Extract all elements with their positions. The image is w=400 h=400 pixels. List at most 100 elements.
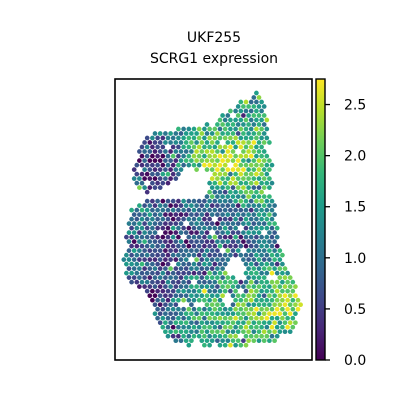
spot [152,239,158,244]
spot [248,333,254,339]
spot [163,176,168,181]
spot [269,198,275,204]
spot [225,194,231,199]
spot [215,203,220,208]
spot [261,239,267,244]
spot [285,315,290,321]
spot [150,153,155,159]
spot [230,176,236,181]
spot [178,239,184,244]
spot [280,270,285,276]
spot [165,162,171,168]
spot [160,234,166,240]
spot [139,279,145,285]
spot [137,221,142,226]
spot [217,162,223,168]
spot [160,180,166,186]
spot [155,180,160,186]
spot [256,212,262,217]
spot [191,306,197,312]
spot [274,297,280,303]
spot [230,329,236,335]
spot [134,225,140,231]
spot [207,288,212,294]
spot [139,144,145,150]
spot [139,216,145,222]
spot [243,261,249,267]
spot [202,297,207,303]
spot [254,135,259,141]
spot [199,149,205,154]
spot [199,293,205,299]
spot [196,225,202,231]
spot [144,261,150,267]
spot [225,113,231,118]
spot [228,117,233,123]
spot [256,140,262,145]
spot [222,225,228,231]
spot [243,297,249,303]
spot [160,207,166,213]
spot [222,162,228,168]
spot [248,279,254,285]
spot [142,257,147,262]
spot [272,320,277,326]
spot [267,311,272,317]
spot [191,315,197,321]
spot [155,207,160,213]
spot [209,149,215,154]
spot [241,230,246,235]
spot [256,311,262,317]
spot [209,239,215,244]
spot [157,185,163,190]
spot [217,288,223,294]
spot [269,288,275,294]
spot [209,221,215,226]
spot [157,248,163,253]
spot [199,239,205,244]
spot [147,167,153,172]
spot [246,266,251,271]
spot [267,212,272,217]
spot [272,230,277,235]
spot [269,216,275,222]
spot [176,162,181,168]
spot [280,252,285,258]
spot [220,122,225,127]
spot [199,158,205,163]
spot [168,140,173,145]
spot [173,338,179,344]
spot [204,257,210,262]
spot [274,225,280,231]
spot [176,270,181,276]
spot [163,266,168,271]
spot [215,338,220,344]
spot [196,297,202,303]
spot [165,153,171,159]
spot [147,212,153,217]
spot [264,261,270,267]
spot [170,270,176,276]
spot [142,185,147,190]
spot [207,180,212,186]
spot [165,333,171,339]
spot [189,212,194,217]
spot [212,135,218,141]
spot [243,108,249,114]
spot [170,306,176,312]
spot [194,275,199,280]
spot [243,171,249,177]
spot [183,239,189,244]
spot [186,261,192,267]
spot [152,203,158,208]
spot [186,126,192,132]
spot [157,239,163,244]
spot [207,198,212,204]
spot [228,252,233,258]
spot [269,333,275,339]
spot [147,284,153,289]
spot [165,306,171,312]
spot [269,162,275,168]
spot [191,144,197,150]
